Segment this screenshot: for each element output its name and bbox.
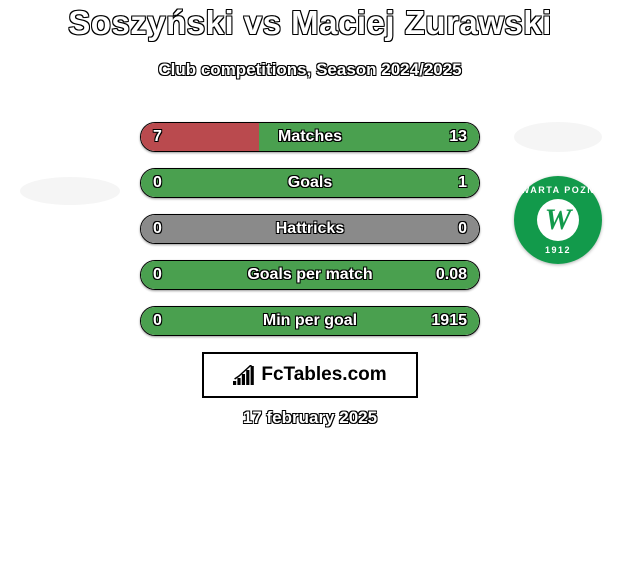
- club-badge-letter: W: [537, 199, 579, 241]
- player-right-avatar-placeholder: [514, 122, 602, 152]
- stat-row: 713Matches: [140, 122, 480, 152]
- stat-label: Matches: [141, 123, 479, 151]
- comparison-card: Soszyński vs Maciej Zurawski Club compet…: [0, 0, 620, 580]
- brand-text: FcTables.com: [261, 364, 386, 386]
- player-right-club-badge: WARTA POZN W 1912: [514, 176, 602, 264]
- footer-date: 17 february 2025: [0, 408, 620, 428]
- stat-label: Hattricks: [141, 215, 479, 243]
- brand-watermark: FcTables.com: [202, 352, 418, 398]
- stat-label: Goals: [141, 169, 479, 197]
- stat-label: Goals per match: [141, 261, 479, 289]
- stat-label: Min per goal: [141, 307, 479, 335]
- brand-bars-icon: [233, 365, 257, 385]
- stat-row: 00Hattricks: [140, 214, 480, 244]
- page-title: Soszyński vs Maciej Zurawski: [0, 4, 620, 42]
- stat-row: 01915Min per goal: [140, 306, 480, 336]
- club-badge-year: 1912: [545, 245, 571, 255]
- stat-row: 01Goals: [140, 168, 480, 198]
- club-badge-name: WARTA POZN: [521, 185, 596, 195]
- page-subtitle: Club competitions, Season 2024/2025: [0, 60, 620, 80]
- player-left-club-placeholder: [20, 177, 120, 205]
- player-left-avatar-placeholder: [7, 122, 112, 152]
- stat-row: 00.08Goals per match: [140, 260, 480, 290]
